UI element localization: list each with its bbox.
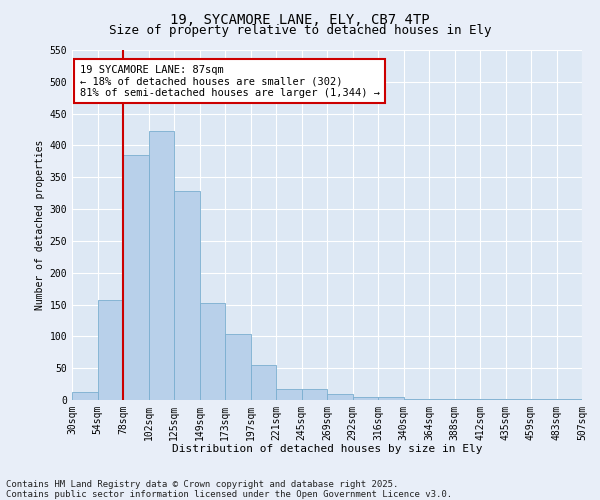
- Bar: [72, 392, 97, 400]
- Text: Contains HM Land Registry data © Crown copyright and database right 2025.
Contai: Contains HM Land Registry data © Crown c…: [6, 480, 452, 499]
- Bar: [149, 132, 174, 400]
- Bar: [353, 397, 378, 400]
- Text: Size of property relative to detached houses in Ely: Size of property relative to detached ho…: [109, 24, 491, 37]
- Bar: [276, 388, 302, 400]
- X-axis label: Distribution of detached houses by size in Ely: Distribution of detached houses by size …: [172, 444, 482, 454]
- Bar: [199, 302, 225, 400]
- Text: 19, SYCAMORE LANE, ELY, CB7 4TP: 19, SYCAMORE LANE, ELY, CB7 4TP: [170, 12, 430, 26]
- Bar: [251, 365, 276, 400]
- Bar: [378, 397, 404, 400]
- Text: 19 SYCAMORE LANE: 87sqm
← 18% of detached houses are smaller (302)
81% of semi-d: 19 SYCAMORE LANE: 87sqm ← 18% of detache…: [80, 64, 380, 98]
- Bar: [97, 300, 123, 400]
- Bar: [174, 192, 199, 400]
- Y-axis label: Number of detached properties: Number of detached properties: [35, 140, 46, 310]
- Bar: [225, 334, 251, 400]
- Bar: [302, 388, 327, 400]
- Bar: [123, 155, 149, 400]
- Bar: [327, 394, 353, 400]
